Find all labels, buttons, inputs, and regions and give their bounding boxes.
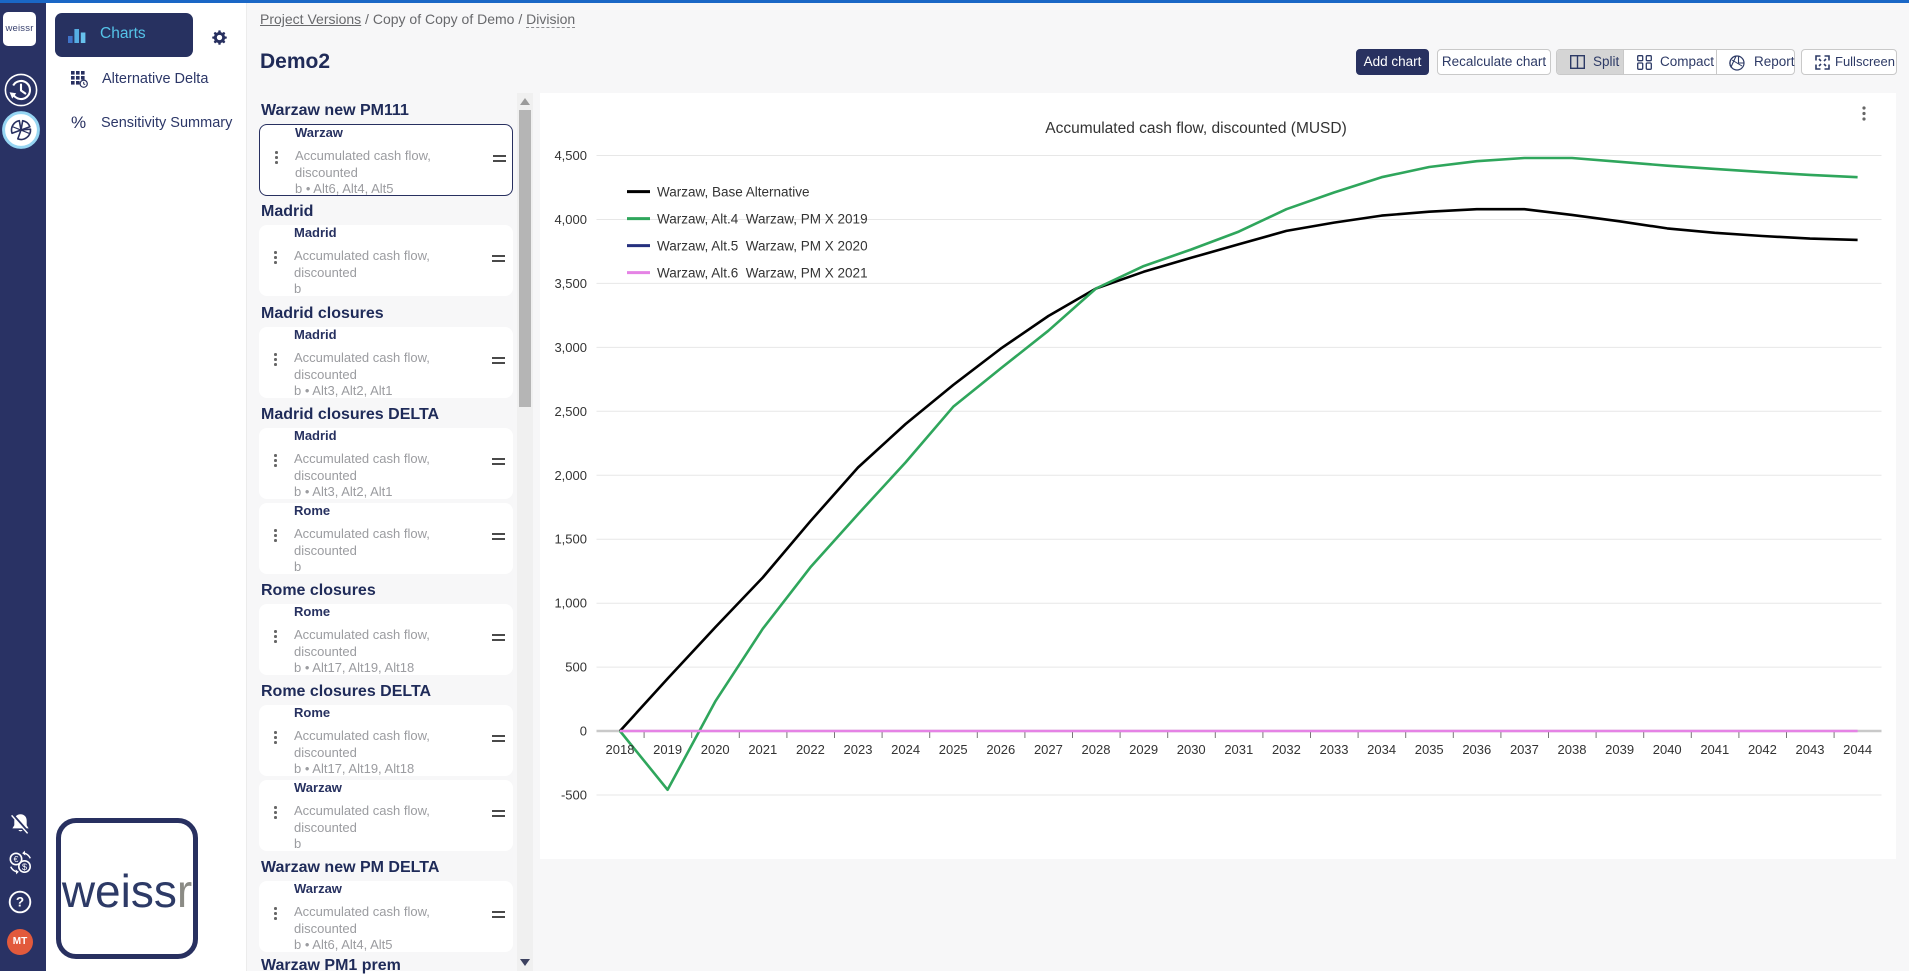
svg-text:$: $ [22, 862, 27, 872]
svg-text:2036: 2036 [1462, 742, 1491, 757]
svg-text:2041: 2041 [1700, 742, 1729, 757]
svg-text:2,500: 2,500 [554, 404, 587, 419]
svg-text:2039: 2039 [1605, 742, 1634, 757]
svg-text:2022: 2022 [796, 742, 825, 757]
svg-text:2031: 2031 [1224, 742, 1253, 757]
svg-text:€: € [14, 854, 19, 864]
svg-text:2035: 2035 [1415, 742, 1444, 757]
svg-text:?: ? [16, 895, 24, 910]
svg-text:2020: 2020 [701, 742, 730, 757]
svg-text:2026: 2026 [986, 742, 1015, 757]
svg-text:2034: 2034 [1367, 742, 1396, 757]
svg-text:2042: 2042 [1748, 742, 1777, 757]
svg-text:2027: 2027 [1034, 742, 1063, 757]
svg-text:2037: 2037 [1510, 742, 1539, 757]
svg-text:2030: 2030 [1177, 742, 1206, 757]
svg-text:2040: 2040 [1653, 742, 1682, 757]
svg-text:2018: 2018 [606, 742, 635, 757]
svg-text:Warzaw, Alt.5 Warzaw, PM X 20: Warzaw, Alt.5 Warzaw, PM X 2020 [657, 239, 868, 254]
svg-text:2024: 2024 [891, 742, 920, 757]
svg-text:2023: 2023 [844, 742, 873, 757]
svg-text:Warzaw, Alt.4 Warzaw, PM X 20: Warzaw, Alt.4 Warzaw, PM X 2019 [657, 212, 868, 227]
svg-text:2,000: 2,000 [554, 468, 587, 483]
svg-text:1,500: 1,500 [554, 532, 587, 547]
svg-text:2028: 2028 [1082, 742, 1111, 757]
svg-text:Warzaw, Alt.6 Warzaw, PM X 20: Warzaw, Alt.6 Warzaw, PM X 2021 [657, 266, 868, 281]
svg-text:2025: 2025 [939, 742, 968, 757]
svg-text:500: 500 [565, 660, 587, 675]
svg-text:3,000: 3,000 [554, 340, 587, 355]
svg-text:2038: 2038 [1558, 742, 1587, 757]
svg-text:1,000: 1,000 [554, 596, 587, 611]
svg-text:2021: 2021 [748, 742, 777, 757]
svg-text:2033: 2033 [1320, 742, 1349, 757]
svg-text:2044: 2044 [1843, 742, 1872, 757]
svg-text:Warzaw, Base Alternative: Warzaw, Base Alternative [657, 185, 810, 200]
svg-text:4,500: 4,500 [554, 148, 587, 163]
svg-text:2032: 2032 [1272, 742, 1301, 757]
svg-text:2043: 2043 [1796, 742, 1825, 757]
svg-text:2029: 2029 [1129, 742, 1158, 757]
svg-text:4,000: 4,000 [554, 212, 587, 227]
svg-text:3,500: 3,500 [554, 276, 587, 291]
svg-text:0: 0 [580, 724, 587, 739]
svg-text:2019: 2019 [653, 742, 682, 757]
svg-text:Accumulated cash flow, discoun: Accumulated cash flow, discounted (MUSD) [1045, 120, 1347, 137]
svg-text:-500: -500 [561, 788, 587, 803]
